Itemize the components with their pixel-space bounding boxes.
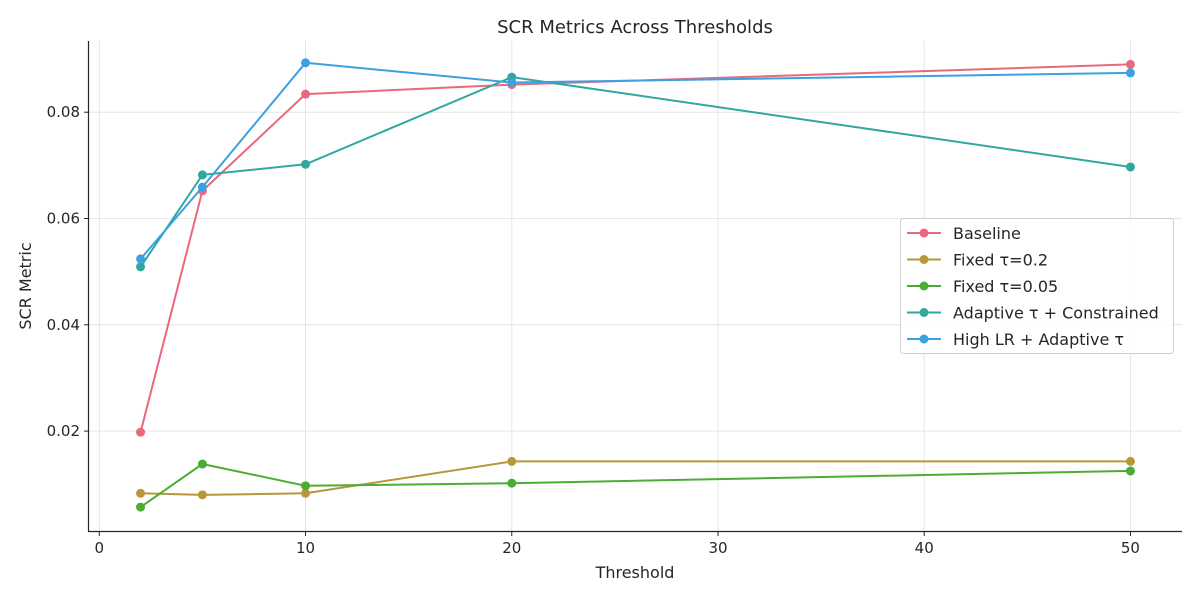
- data-point: [1125, 68, 1135, 78]
- legend-entry: High LR + Adaptive τ: [907, 330, 1124, 349]
- y-tick-label: 0.04: [47, 316, 80, 334]
- data-point: [301, 89, 311, 99]
- series-line: [140, 460, 1131, 496]
- data-point: [301, 159, 311, 169]
- x-tick-label: 20: [502, 539, 521, 557]
- legend-entry: Fixed τ=0.2: [907, 251, 1048, 270]
- data-point: [136, 502, 146, 512]
- y-tick-label: 0.08: [47, 103, 80, 121]
- x-tick-label: 10: [296, 539, 315, 557]
- data-point: [301, 58, 311, 68]
- x-tick-label: 0: [95, 539, 105, 557]
- series-2: [136, 459, 1135, 512]
- x-axis-label: Threshold: [595, 563, 675, 582]
- legend-label: Fixed τ=0.05: [953, 277, 1058, 296]
- legend: Baseline Fixed τ=0.2 Fixed τ=0.05 Adaptive …: [900, 218, 1174, 354]
- data-point: [136, 488, 146, 498]
- data-point: [136, 427, 146, 437]
- y-tick-label: 0.06: [47, 210, 80, 228]
- data-point: [301, 481, 311, 491]
- data-point: [1125, 456, 1135, 466]
- chart-title: SCR Metrics Across Thresholds: [497, 17, 773, 38]
- y-axis-label: SCR Metric: [16, 242, 35, 329]
- data-point: [136, 262, 146, 272]
- legend-entry: Fixed τ=0.05: [907, 277, 1058, 296]
- legend-marker: [919, 255, 929, 264]
- legend-entry: Baseline: [907, 224, 1021, 243]
- data-point: [197, 490, 207, 500]
- ticks: 0 10 20 30 40 50 0.02 0.04 0.06 0.08: [47, 103, 1140, 557]
- data-point: [507, 456, 517, 466]
- x-tick-label: 40: [915, 539, 934, 557]
- legend-frame: [900, 218, 1174, 354]
- legend-marker: [919, 308, 929, 317]
- legend-label: Adaptive τ + Constrained: [953, 304, 1159, 323]
- data-point: [197, 459, 207, 469]
- data-point: [1125, 59, 1135, 69]
- legend-marker: [919, 334, 929, 344]
- data-point: [507, 478, 517, 488]
- x-tick-label: 30: [708, 539, 727, 557]
- data-point: [197, 182, 207, 192]
- legend-label: Fixed τ=0.2: [953, 251, 1048, 270]
- legend-marker: [919, 281, 929, 291]
- y-tick-label: 0.02: [47, 422, 80, 440]
- legend-label: Baseline: [953, 224, 1021, 243]
- data-point: [1125, 466, 1135, 476]
- legend-entry: Adaptive τ + Constrained: [907, 304, 1159, 323]
- data-point: [301, 488, 311, 498]
- data-point: [1125, 162, 1135, 172]
- axes: [87, 41, 1182, 533]
- series-line: [140, 463, 1131, 508]
- legend-label: High LR + Adaptive τ: [953, 330, 1124, 349]
- series-1: [136, 456, 1135, 500]
- series-layer: [136, 58, 1135, 512]
- data-point: [507, 77, 517, 87]
- data-point: [197, 170, 207, 180]
- series-4: [136, 58, 1135, 264]
- x-tick-label: 50: [1121, 539, 1140, 557]
- data-point: [136, 254, 146, 264]
- legend-marker: [919, 228, 929, 238]
